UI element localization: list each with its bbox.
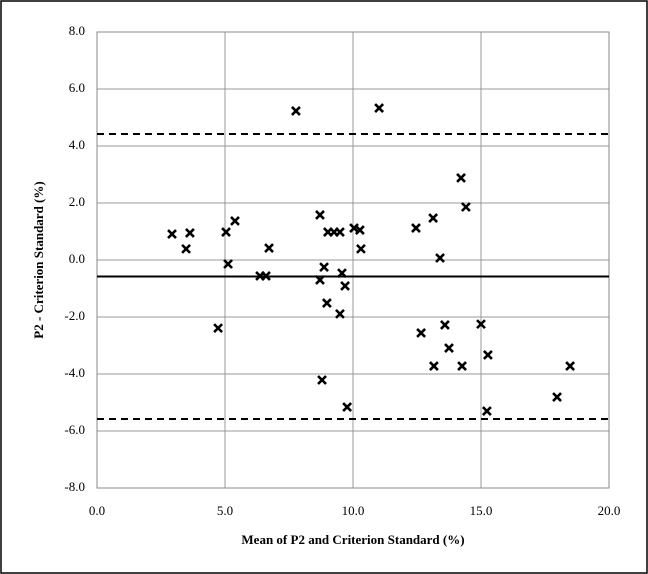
point [337,268,347,279]
point [457,361,467,371]
point [482,349,493,360]
y-axis-title: P2 - Criterion Standard (%) [31,181,46,338]
point [290,106,301,116]
point [435,253,445,263]
point [261,271,271,281]
point [374,103,385,114]
point [476,319,486,330]
point [319,262,329,273]
plot-border [96,31,610,489]
point [335,227,345,237]
point [552,392,562,403]
x-axis-title: Mean of P2 and Criterion Standard (%) [241,532,464,547]
point [460,202,471,212]
point [481,406,492,416]
point [354,225,365,235]
y-tick-label: -8.0 [64,479,85,494]
x-tick-label: 10.0 [342,503,365,518]
x-tick-label: 15.0 [470,503,493,518]
point [213,323,224,334]
point [185,228,195,238]
point [317,375,327,385]
y-tick-label: -6.0 [64,422,85,437]
point [321,298,332,308]
point [315,210,325,220]
point [439,320,450,330]
point [356,243,366,254]
y-tick-label: 4.0 [69,137,85,152]
x-tick-label: 0.0 [89,503,105,518]
point [456,173,466,183]
point [411,223,421,233]
point [167,229,177,239]
point [223,259,233,269]
y-tick-label: 6.0 [69,80,85,95]
y-tick-label: -2.0 [64,308,85,323]
point [230,216,240,226]
point [428,213,439,224]
point [428,361,439,371]
point [264,243,274,253]
y-tick-label: 2.0 [69,194,85,209]
point [565,361,576,371]
point [315,275,325,285]
point [181,243,192,254]
point [335,308,345,319]
y-tick-label: 0.0 [69,251,85,266]
x-tick-label: 5.0 [217,503,233,518]
x-tick-label: 20.0 [598,503,621,518]
y-tick-label: 8.0 [69,23,85,38]
point [221,227,231,237]
point [444,343,454,353]
y-tick-label: -4.0 [64,365,85,380]
point [340,281,350,291]
point [416,328,427,338]
point [342,402,353,412]
